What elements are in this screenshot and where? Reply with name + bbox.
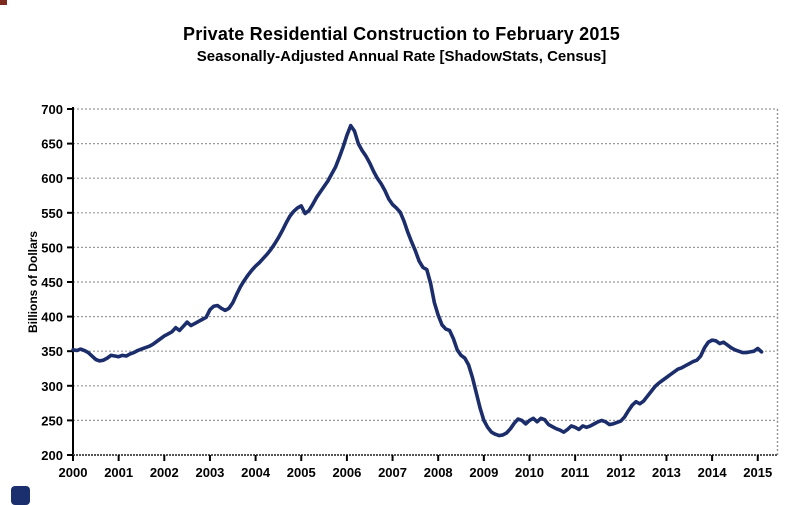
y-tick-label: 700 <box>41 102 63 117</box>
x-tick-label: 2003 <box>195 465 224 480</box>
y-tick-label: 400 <box>41 310 63 325</box>
y-tick-label: 350 <box>41 344 63 359</box>
y-tick-label: 200 <box>41 448 63 463</box>
x-tick-label: 2015 <box>743 465 772 480</box>
x-tick-label: 2000 <box>59 465 88 480</box>
x-tick-label: 2007 <box>378 465 407 480</box>
y-tick-label: 450 <box>41 275 63 290</box>
x-tick-label: 2012 <box>606 465 635 480</box>
data-line-construction <box>71 123 764 438</box>
x-tick-label: 2004 <box>241 465 271 480</box>
y-tick-label: 300 <box>41 379 63 394</box>
x-tick-label: 2010 <box>515 465 544 480</box>
x-tick-label: 2014 <box>698 465 728 480</box>
x-tick-label: 2002 <box>150 465 179 480</box>
page-corner-artifact <box>0 0 7 5</box>
chart-header: Private Residential Construction to Febr… <box>0 24 803 65</box>
y-tick-label: 550 <box>41 206 63 221</box>
x-tick-label: 2009 <box>469 465 498 480</box>
x-tick-label: 2008 <box>424 465 453 480</box>
page-corner-thumbnail <box>11 486 30 505</box>
y-tick-label: 500 <box>41 240 63 255</box>
y-axis-title: Billions of Dollars <box>26 231 40 333</box>
x-tick-label: 2006 <box>332 465 361 480</box>
x-tick-label: 2001 <box>104 465 133 480</box>
y-tick-label: 600 <box>41 171 63 186</box>
x-tick-label: 2011 <box>561 465 589 480</box>
chart-title: Private Residential Construction to Febr… <box>183 24 620 44</box>
y-tick-label: 650 <box>41 137 63 152</box>
x-tick-label: 2013 <box>652 465 681 480</box>
y-tick-label: 250 <box>41 413 63 428</box>
x-tick-label: 2005 <box>287 465 316 480</box>
chart-subtitle: Seasonally-Adjusted Annual Rate [ShadowS… <box>196 48 607 65</box>
